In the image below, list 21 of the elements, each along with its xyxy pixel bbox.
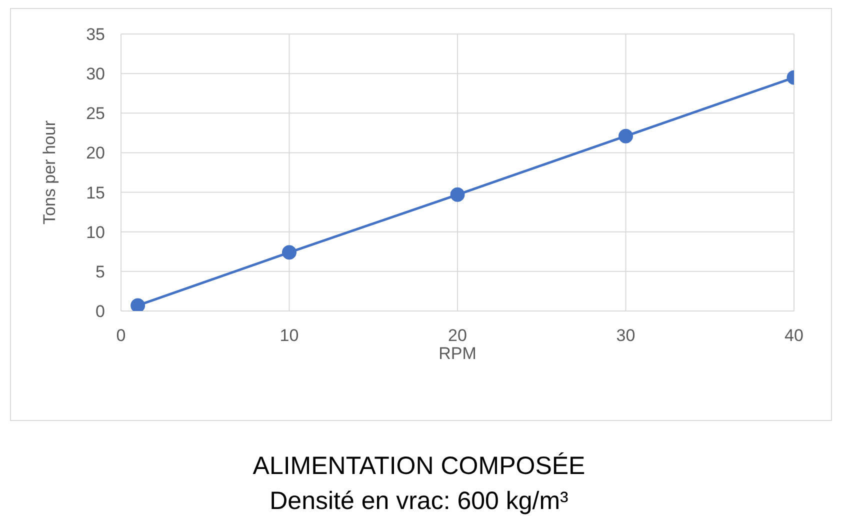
point [282,245,296,260]
x-tick-label: 30 [616,326,636,346]
point [450,187,465,202]
y-tick-label: 15 [86,183,105,202]
y-tick-label: 30 [86,64,105,84]
text: Densité en vrac: 600 kg/m³ [268,486,570,517]
y-tick-label: 10 [86,222,105,242]
x-tick-label: 10 [280,326,299,346]
x-tick-label: 20 [448,326,467,346]
point [130,298,146,311]
y-tick-label: 0 [96,302,105,322]
point [618,128,633,144]
text: ALIMENTATION COMPOSÉE [252,451,586,482]
y-tick-label: 25 [86,104,105,124]
y-axis-title: Tons per hour [40,120,60,224]
y-tick-label: 20 [86,144,105,163]
x-axis-title: RPM [438,344,476,363]
y-tick-label: 35 [86,25,105,44]
y-tick-label: 5 [96,262,105,282]
x-tick-label: 40 [784,326,804,346]
x-tick-label: 0 [116,326,126,346]
